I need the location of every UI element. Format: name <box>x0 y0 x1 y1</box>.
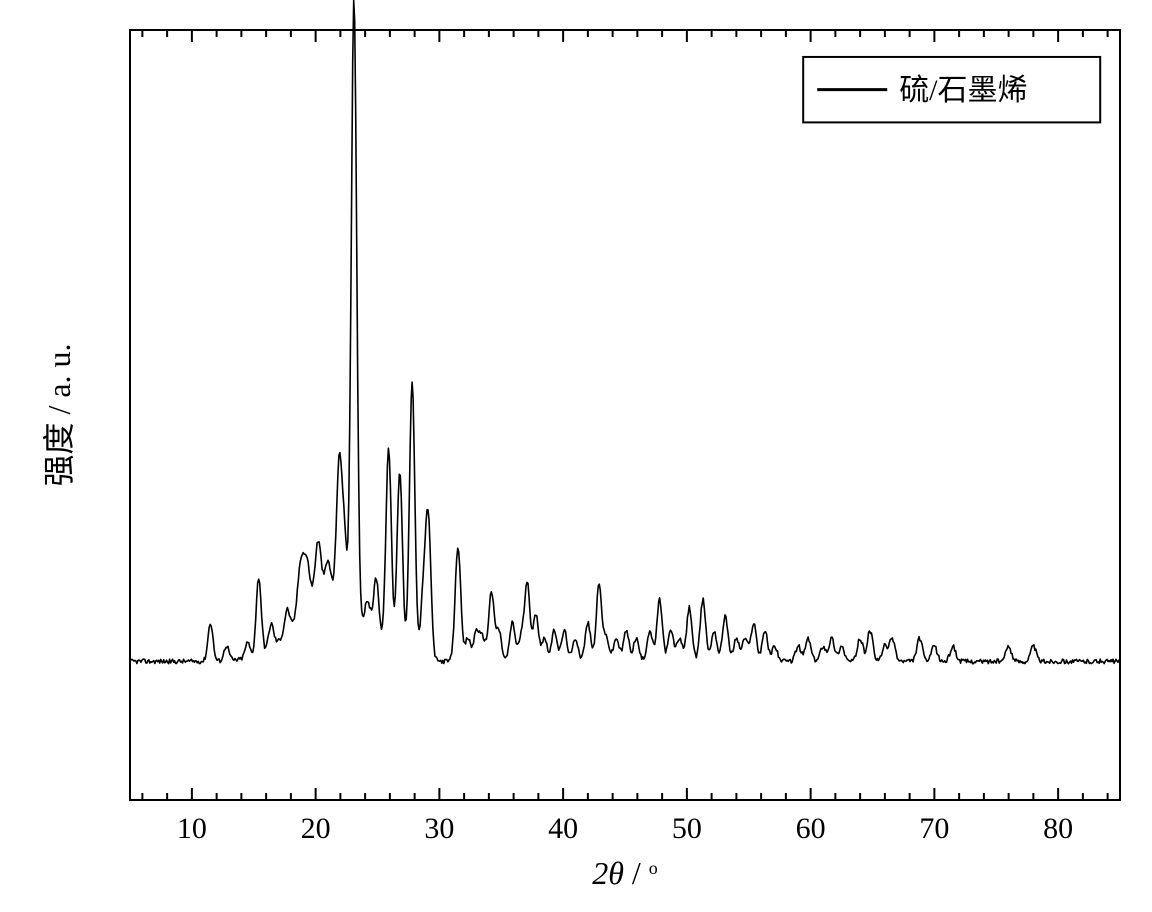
xrd-chart: 10 20 30 40 50 60 70 80 2θ / o 强度 / a. u. 硫/石墨烯 <box>0 0 1152 912</box>
x-tick-label: 10 <box>177 812 207 845</box>
x-tick-label: 20 <box>301 812 331 845</box>
x-axis-label: 2θ / o <box>592 855 658 891</box>
x-tick-label: 40 <box>548 812 578 845</box>
chart-svg: 10 20 30 40 50 60 70 80 2θ / o 强度 / a. u. 硫/石墨烯 <box>0 0 1152 912</box>
x-tick-label: 70 <box>919 812 949 845</box>
x-tick-label: 80 <box>1043 812 1073 845</box>
legend: 硫/石墨烯 <box>803 57 1100 122</box>
x-tick-label: 30 <box>424 812 454 845</box>
x-tick-label: 50 <box>672 812 702 845</box>
legend-label: 硫/石墨烯 <box>899 74 1027 107</box>
y-axis-label: 强度 / a. u. <box>41 343 77 486</box>
x-tick-label: 60 <box>796 812 826 845</box>
plot-frame <box>130 30 1120 800</box>
